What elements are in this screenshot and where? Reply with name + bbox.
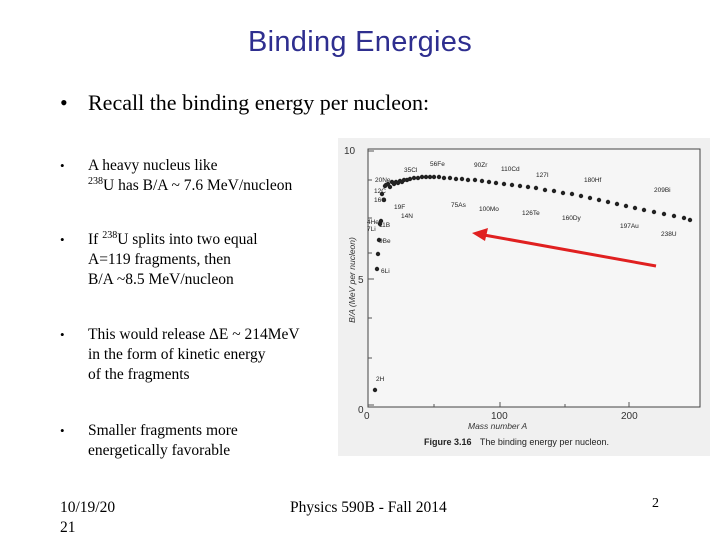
sub-bullet-4-line2: energetically favorable (88, 442, 231, 459)
svg-text:19F: 19F (394, 204, 405, 211)
sub-bullet-1-line2: 238U has B/A ~ 7.6 MeV/nucleon (88, 176, 293, 195)
x-tick-200: 200 (621, 411, 638, 422)
main-bullet: • Recall the binding energy per nucleon: (60, 90, 429, 116)
bullet-marker: • (60, 158, 65, 173)
svg-text:209Bi: 209Bi (654, 187, 671, 194)
svg-text:7Li: 7Li (367, 226, 376, 233)
svg-text:2H: 2H (376, 376, 385, 383)
figure-caption: Figure 3.16 The binding energy per nucle… (424, 437, 609, 447)
sub-bullet-2-line1: If 238U splits into two equal (88, 230, 258, 249)
sub-bullet-3-line2: in the form of kinetic energy (88, 346, 266, 363)
svg-text:75As: 75As (451, 202, 467, 209)
svg-text:35Cl: 35Cl (404, 167, 418, 174)
svg-text:11B: 11B (379, 222, 390, 229)
svg-text:100Mo: 100Mo (479, 206, 499, 213)
svg-text:6Li: 6Li (381, 268, 390, 275)
y-axis-label: B/A (MeV per nucleon) (347, 237, 357, 323)
y-tick-5: 5 (358, 275, 364, 286)
curve-points (372, 174, 693, 393)
svg-text:180Hf: 180Hf (584, 177, 602, 184)
main-bullet-text: Recall the binding energy per nucleon: (88, 90, 430, 115)
slide-title: Binding Energies (247, 26, 473, 58)
x-tick-100: 100 (491, 411, 508, 422)
svg-text:197Au: 197Au (620, 223, 639, 230)
sub-bullet-4-line1: Smaller fragments more (88, 422, 238, 439)
x-tick-0: 0 (364, 411, 370, 422)
svg-text:20Ne: 20Ne (375, 177, 391, 184)
sub-bullet-3-line1: This would release ΔE ~ 214MeV (88, 326, 300, 343)
sub-bullet-2-line2: A=119 fragments, then (88, 251, 231, 268)
svg-text:160Dy: 160Dy (562, 215, 582, 222)
svg-text:12C: 12C (374, 188, 386, 195)
sub-bullet-2-line3: B/A ~8.5 MeV/nucleon (88, 271, 234, 288)
sub-bullet-3-line3: of the fragments (88, 366, 190, 383)
bullet-marker: • (60, 232, 65, 247)
footer-date-line1: 10/19/20 (60, 499, 116, 516)
svg-text:90Zr: 90Zr (474, 162, 488, 169)
svg-text:127I: 127I (536, 172, 549, 179)
y-tick-0: 0 (358, 405, 364, 416)
footer-date: 10/19/20 21 (60, 498, 115, 538)
y-tick-10: 10 (344, 146, 356, 157)
isotope-superscript: 238 (88, 176, 103, 187)
svg-text:110Cd: 110Cd (501, 166, 520, 173)
footer-date-line2: 21 (60, 519, 76, 536)
svg-text:14N: 14N (401, 213, 413, 220)
binding-energy-figure: 10 5 0 B/A (MeV per nucleon) 0 100 200 M… (338, 138, 710, 456)
x-tick-marks (433, 402, 630, 407)
bullet-marker: • (60, 423, 65, 438)
plot-frame (367, 148, 701, 408)
bullet-marker: • (60, 327, 65, 342)
svg-text:238U: 238U (661, 231, 677, 238)
svg-text:16O: 16O (374, 197, 386, 204)
svg-text:56Fe: 56Fe (430, 161, 445, 168)
sub-bullet-1-line1: A heavy nucleus like (88, 157, 218, 174)
nuclide-labels: 20Ne 12C 16O 35Cl 56Fe 90Zr 110Cd 127I 1… (367, 161, 677, 383)
x-axis-label: Mass number A (468, 421, 528, 431)
footer-course: Physics 590B - Fall 2014 (290, 499, 447, 516)
svg-text:9Be: 9Be (379, 238, 391, 245)
page-number: 2 (652, 496, 659, 511)
svg-text:126Te: 126Te (522, 210, 540, 217)
binding-energy-plot: 10 5 0 B/A (MeV per nucleon) 0 100 200 M… (344, 146, 701, 447)
isotope-superscript: 238 (102, 230, 118, 241)
fission-arrow (472, 228, 657, 268)
y-tick-marks (368, 150, 374, 406)
svg-text:4He: 4He (367, 219, 379, 226)
bullet-marker: • (60, 90, 68, 115)
